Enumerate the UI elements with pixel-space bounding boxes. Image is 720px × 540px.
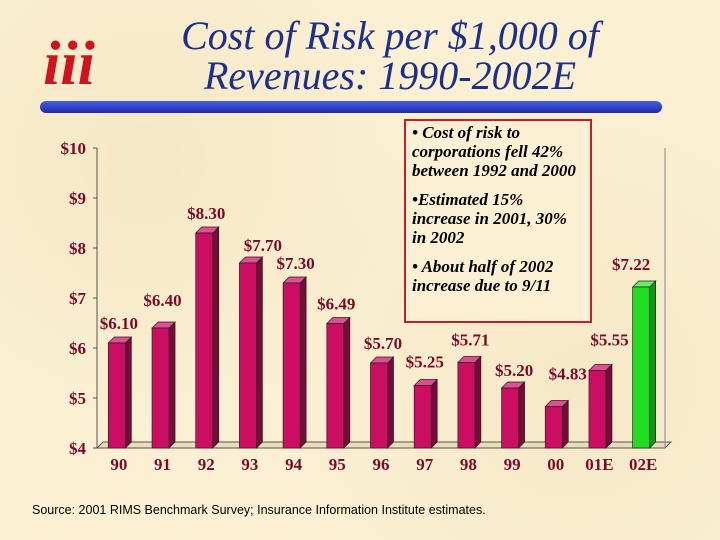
bar — [632, 286, 651, 449]
y-tick-label: $5 — [69, 389, 86, 408]
iii-logo: iii — [43, 32, 95, 92]
x-tick-label: 99 — [504, 455, 521, 474]
bar-data-label: $5.70 — [364, 334, 402, 353]
x-tick-label: 02E — [629, 455, 657, 474]
x-tick-label: 94 — [285, 455, 303, 474]
note-2: •Estimated 15% increase in 2001, 30% in … — [412, 190, 567, 247]
title-line-2: Revenues: 1990-2002E — [203, 53, 577, 98]
x-tick-label: 92 — [198, 455, 215, 474]
bar-data-label: $5.55 — [590, 331, 628, 350]
x-tick-label: 96 — [373, 455, 390, 474]
bar-data-label: $6.49 — [317, 295, 355, 314]
bar-side — [430, 378, 438, 449]
x-tick-label: 95 — [329, 455, 346, 474]
x-tick-label: 98 — [460, 455, 477, 474]
x-tick-label: 01E — [585, 455, 613, 474]
bar-side — [518, 381, 525, 449]
source-note: Source: 2001 RIMS Benchmark Survey; Insu… — [32, 503, 486, 517]
bar-data-label: $5.20 — [495, 361, 533, 380]
bar-data-label: $7.30 — [276, 254, 314, 273]
bar-side — [649, 280, 657, 449]
y-tick-label: $6 — [69, 339, 86, 358]
bar-side — [299, 276, 307, 449]
bar-data-label: $6.40 — [143, 291, 181, 310]
logo-text: iii — [43, 32, 95, 92]
y-tick-label: $7 — [69, 289, 87, 308]
bar-data-label: $6.10 — [100, 314, 138, 333]
note-1: • Cost of risk to corporations fell 42% … — [412, 123, 576, 180]
bar-data-label: $5.25 — [406, 353, 444, 372]
title-line-1: Cost of Risk per $1,000 of — [181, 13, 599, 58]
x-tick-label: 00 — [547, 455, 564, 474]
bar-data-label: $7.22 — [612, 255, 650, 274]
bar — [588, 370, 607, 449]
bar — [326, 323, 345, 449]
bar — [282, 282, 301, 449]
bar — [457, 362, 476, 449]
y-tick-label: $10 — [61, 139, 87, 158]
bar-side — [256, 256, 263, 449]
y-tick-label: $9 — [69, 189, 86, 208]
bar-side — [387, 356, 394, 449]
bar — [413, 385, 432, 449]
bar — [151, 327, 170, 449]
page-title: Cost of Risk per $1,000 of Revenues: 199… — [120, 16, 660, 96]
notes-box: • Cost of risk to corporations fell 42% … — [404, 119, 592, 323]
bar-side — [605, 363, 613, 449]
bar — [370, 362, 388, 449]
x-tick-label: 93 — [241, 455, 258, 474]
bar-data-label: $7.70 — [244, 236, 282, 255]
bar-side — [168, 321, 176, 449]
bar — [501, 387, 519, 449]
bar — [544, 406, 563, 449]
x-tick-label: 91 — [154, 455, 171, 474]
bar-data-label: $8.30 — [187, 204, 225, 223]
bar-side — [474, 355, 482, 449]
y-tick-label: $8 — [69, 239, 86, 258]
bar — [107, 342, 126, 449]
bar-side — [212, 226, 220, 449]
note-3: • About half of 2002 increase due to 9/1… — [412, 257, 554, 295]
bar-side — [124, 336, 132, 449]
bar-side — [561, 399, 569, 449]
title-underline-bar — [40, 101, 662, 113]
x-tick-label: 90 — [110, 455, 127, 474]
bar-data-label: $5.71 — [451, 331, 489, 350]
y-tick-label: $4 — [69, 439, 87, 458]
bar — [239, 262, 257, 449]
bar-data-label: $4.83 — [549, 365, 587, 384]
bar — [195, 232, 214, 449]
x-tick-label: 97 — [416, 455, 434, 474]
bar-side — [343, 316, 351, 449]
